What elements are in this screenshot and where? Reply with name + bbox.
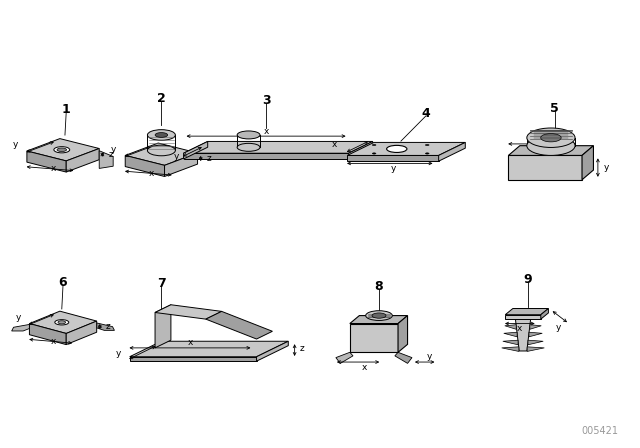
- Text: 6: 6: [59, 276, 67, 289]
- Polygon shape: [66, 149, 99, 172]
- Ellipse shape: [237, 143, 260, 151]
- Text: z: z: [300, 345, 305, 353]
- Ellipse shape: [527, 136, 575, 155]
- Text: y: y: [556, 323, 561, 332]
- Text: 5: 5: [550, 103, 559, 116]
- Polygon shape: [29, 323, 66, 345]
- Polygon shape: [27, 151, 66, 172]
- Text: 005421: 005421: [581, 426, 618, 436]
- Text: y: y: [173, 152, 179, 161]
- Polygon shape: [164, 153, 198, 177]
- Polygon shape: [184, 142, 372, 153]
- Polygon shape: [502, 347, 519, 351]
- Polygon shape: [155, 305, 221, 319]
- Text: y: y: [427, 352, 433, 361]
- Polygon shape: [515, 319, 531, 351]
- Text: 7: 7: [157, 277, 166, 290]
- Polygon shape: [97, 323, 115, 330]
- Ellipse shape: [57, 148, 67, 151]
- Polygon shape: [349, 142, 372, 159]
- Polygon shape: [503, 340, 518, 345]
- Polygon shape: [527, 347, 545, 351]
- Polygon shape: [99, 151, 113, 168]
- Text: 2: 2: [157, 92, 166, 105]
- Polygon shape: [336, 352, 353, 363]
- Polygon shape: [350, 323, 398, 352]
- Ellipse shape: [527, 128, 575, 147]
- Text: y: y: [15, 313, 20, 322]
- Text: 3: 3: [262, 94, 270, 107]
- Polygon shape: [438, 142, 465, 161]
- Ellipse shape: [237, 131, 260, 139]
- Polygon shape: [155, 305, 171, 348]
- Text: 1: 1: [62, 103, 70, 116]
- Ellipse shape: [541, 134, 561, 142]
- Text: x: x: [51, 164, 56, 173]
- Ellipse shape: [54, 146, 70, 153]
- Text: z: z: [106, 322, 111, 331]
- Ellipse shape: [147, 129, 175, 140]
- Polygon shape: [350, 315, 408, 323]
- Text: 8: 8: [374, 280, 383, 293]
- Polygon shape: [505, 325, 516, 329]
- Polygon shape: [184, 142, 208, 159]
- Polygon shape: [348, 155, 438, 161]
- Ellipse shape: [372, 144, 376, 146]
- Polygon shape: [29, 311, 97, 333]
- Polygon shape: [541, 309, 548, 319]
- Text: y: y: [604, 163, 609, 172]
- Polygon shape: [508, 155, 582, 180]
- Text: y: y: [390, 164, 396, 173]
- Text: x: x: [51, 337, 56, 346]
- Ellipse shape: [58, 321, 65, 324]
- Text: x: x: [332, 140, 337, 149]
- Polygon shape: [508, 146, 593, 155]
- Ellipse shape: [155, 133, 168, 138]
- Ellipse shape: [55, 320, 68, 325]
- Ellipse shape: [365, 311, 392, 320]
- Ellipse shape: [372, 153, 376, 154]
- Text: y: y: [116, 349, 121, 358]
- Text: x: x: [149, 169, 154, 178]
- Polygon shape: [348, 142, 465, 155]
- Polygon shape: [130, 341, 288, 357]
- Polygon shape: [505, 314, 541, 319]
- Polygon shape: [582, 146, 593, 180]
- Ellipse shape: [147, 145, 175, 156]
- Polygon shape: [27, 138, 99, 161]
- Text: 9: 9: [524, 273, 532, 286]
- Text: y: y: [13, 140, 18, 149]
- Text: z: z: [207, 154, 211, 163]
- Polygon shape: [528, 340, 543, 345]
- Polygon shape: [504, 332, 517, 337]
- Polygon shape: [398, 315, 408, 352]
- Polygon shape: [530, 325, 541, 329]
- Ellipse shape: [426, 144, 429, 146]
- Ellipse shape: [426, 153, 429, 154]
- Polygon shape: [257, 341, 288, 361]
- Text: x: x: [264, 127, 269, 136]
- Text: x: x: [188, 338, 193, 347]
- Polygon shape: [125, 155, 164, 177]
- Text: x: x: [362, 363, 367, 372]
- Polygon shape: [529, 332, 542, 337]
- Ellipse shape: [372, 313, 386, 318]
- Polygon shape: [12, 324, 29, 331]
- Polygon shape: [395, 352, 412, 363]
- Polygon shape: [66, 321, 97, 345]
- Polygon shape: [184, 153, 349, 159]
- Polygon shape: [125, 143, 198, 165]
- Polygon shape: [206, 311, 273, 339]
- Text: x: x: [536, 134, 541, 143]
- Ellipse shape: [387, 146, 407, 152]
- Polygon shape: [505, 309, 548, 314]
- Text: 4: 4: [422, 107, 430, 120]
- Text: y: y: [111, 145, 116, 154]
- Text: z: z: [108, 150, 113, 159]
- Text: x: x: [517, 324, 522, 333]
- Polygon shape: [130, 357, 257, 361]
